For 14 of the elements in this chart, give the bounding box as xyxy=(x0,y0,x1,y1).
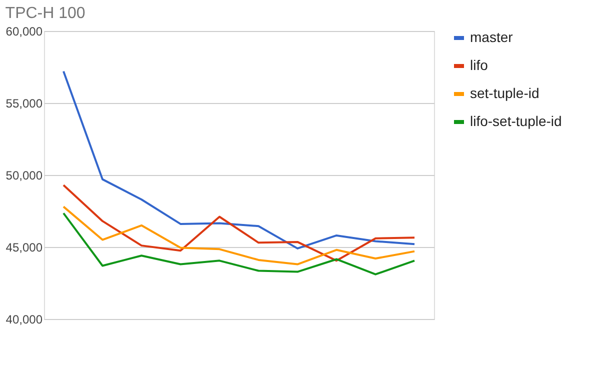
legend-label: set-tuple-id xyxy=(470,85,540,101)
line-series xyxy=(62,212,416,276)
legend-label: lifo-set-tuple-id xyxy=(470,113,562,129)
y-tick-label: 50,000 xyxy=(6,168,43,182)
legend-label: lifo xyxy=(470,57,488,73)
chart-title: TPC-H 100 xyxy=(5,5,86,22)
y-tick-label: 55,000 xyxy=(6,96,43,110)
y-tick-label: 45,000 xyxy=(6,240,43,254)
y-tick-label: 60,000 xyxy=(6,24,43,38)
legend-label: master xyxy=(470,29,514,45)
line-series xyxy=(62,70,416,250)
line-series xyxy=(62,206,416,266)
y-tick-label: 40,000 xyxy=(6,312,43,326)
line-series xyxy=(62,184,416,262)
